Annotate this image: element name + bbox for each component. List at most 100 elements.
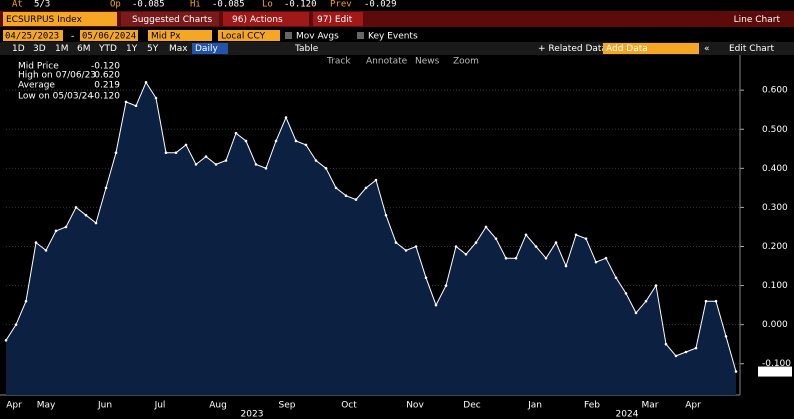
x-tick-label: Apr (6, 401, 22, 411)
currency-select[interactable] (218, 30, 280, 41)
point (324, 167, 328, 170)
legend-value: 0.219 (94, 81, 120, 91)
edit-chart[interactable]: Edit Chart (729, 44, 774, 54)
checkbox[interactable] (357, 32, 364, 39)
quote-value: -0.085 (212, 0, 245, 10)
start-date[interactable]: 04/25/2023 (5, 32, 59, 42)
menu-item[interactable]: 96) Actions (232, 15, 283, 25)
field[interactable]: Mid Px (151, 32, 181, 42)
x-tick-label: Jan (527, 401, 542, 411)
menu-item[interactable]: 97) Edit (317, 15, 353, 25)
legend-value: -0.120 (91, 62, 120, 72)
period-button[interactable]: 5Y (147, 44, 159, 54)
field-select[interactable] (148, 30, 212, 41)
point (344, 194, 348, 197)
add-data-input[interactable] (603, 43, 699, 54)
date-input[interactable] (80, 30, 138, 41)
menu-button[interactable] (313, 12, 363, 26)
period-button[interactable]: YTD (98, 44, 117, 54)
x-tick-label: Oct (341, 401, 357, 411)
point (154, 96, 158, 100)
menu-button[interactable] (121, 12, 219, 26)
collapse[interactable]: « (704, 44, 710, 54)
period-button[interactable]: 1D (12, 44, 25, 54)
legend-label: Mid Price (18, 62, 59, 72)
point (654, 284, 658, 287)
point (594, 260, 598, 264)
point (504, 256, 508, 260)
ticker[interactable]: ECSURPUS Index (6, 15, 83, 25)
x-tick-label: May (37, 401, 56, 411)
point (4, 338, 8, 342)
x-tick-label: Feb (584, 401, 600, 411)
point (684, 350, 688, 354)
y-tick-label: 0.300 (762, 203, 788, 213)
point (24, 299, 28, 303)
x-tick-label: Jun (97, 401, 112, 411)
y-tick-label: 0.200 (762, 242, 788, 252)
point (524, 233, 528, 237)
y-tick-label: 0.000 (762, 320, 788, 330)
end-date[interactable]: 05/06/2024 (82, 32, 136, 42)
legend-label: High on 07/06/23 (18, 71, 96, 81)
currency[interactable]: Local CCY (221, 32, 266, 42)
last-value-label: -0.120 (761, 367, 790, 377)
point (404, 249, 408, 252)
point (254, 163, 258, 166)
legend-label: Low on 05/03/24 (18, 92, 93, 102)
date-input[interactable] (3, 30, 63, 41)
point (364, 186, 368, 190)
point (294, 139, 298, 143)
related-data[interactable]: + Related Data (538, 44, 607, 54)
point (64, 225, 68, 229)
tool[interactable]: Annotate (366, 57, 408, 67)
point (464, 253, 468, 256)
point (274, 139, 278, 143)
legend-value: -0.120 (91, 92, 120, 102)
quote-label: Lo (262, 0, 273, 10)
toggle[interactable]: Mov Avgs (296, 32, 339, 42)
point (134, 104, 138, 108)
point (94, 221, 98, 225)
quote-value: -0.120 (284, 0, 317, 10)
point (494, 237, 498, 240)
frequency[interactable]: Daily (195, 44, 218, 54)
tool[interactable]: Zoom (453, 57, 479, 67)
checkbox[interactable] (285, 32, 292, 39)
table-button[interactable]: Table (294, 44, 319, 54)
point (224, 159, 228, 162)
period-button[interactable]: 3D (33, 44, 46, 54)
quote-label: At (12, 0, 23, 10)
point (644, 299, 648, 303)
x-tick-label: Aug (209, 401, 227, 411)
y-tick-label: -0.100 (762, 359, 791, 369)
point (484, 225, 488, 229)
period-button[interactable]: 1M (55, 44, 69, 54)
point (144, 81, 148, 84)
y-tick-label: 0.500 (762, 125, 788, 135)
point (264, 167, 268, 170)
x-tick-label: Mar (642, 401, 659, 411)
menu-button[interactable] (223, 12, 309, 26)
menu-item[interactable]: Suggested Charts (132, 15, 212, 25)
add-data[interactable]: Add Data (606, 44, 648, 54)
y-tick-label: 0.100 (762, 281, 788, 291)
tool[interactable]: Track (326, 57, 351, 67)
x-tick-label: Sep (279, 401, 296, 411)
period-button[interactable]: 1Y (126, 44, 138, 54)
legend-value: 0.620 (94, 71, 120, 81)
point (604, 256, 608, 260)
point (184, 143, 188, 147)
point (664, 342, 668, 346)
period-button[interactable]: Max (169, 44, 188, 54)
toggle[interactable]: Key Events (368, 32, 418, 42)
quote-label: Prev (330, 0, 352, 10)
y-tick-label: 0.600 (762, 86, 788, 96)
year-label: 2024 (616, 410, 639, 419)
tool[interactable]: News (415, 57, 440, 67)
frequency-select[interactable] (192, 43, 228, 54)
ticker-box[interactable] (3, 12, 117, 26)
point (114, 151, 118, 155)
period-button[interactable]: 6M (77, 44, 91, 54)
